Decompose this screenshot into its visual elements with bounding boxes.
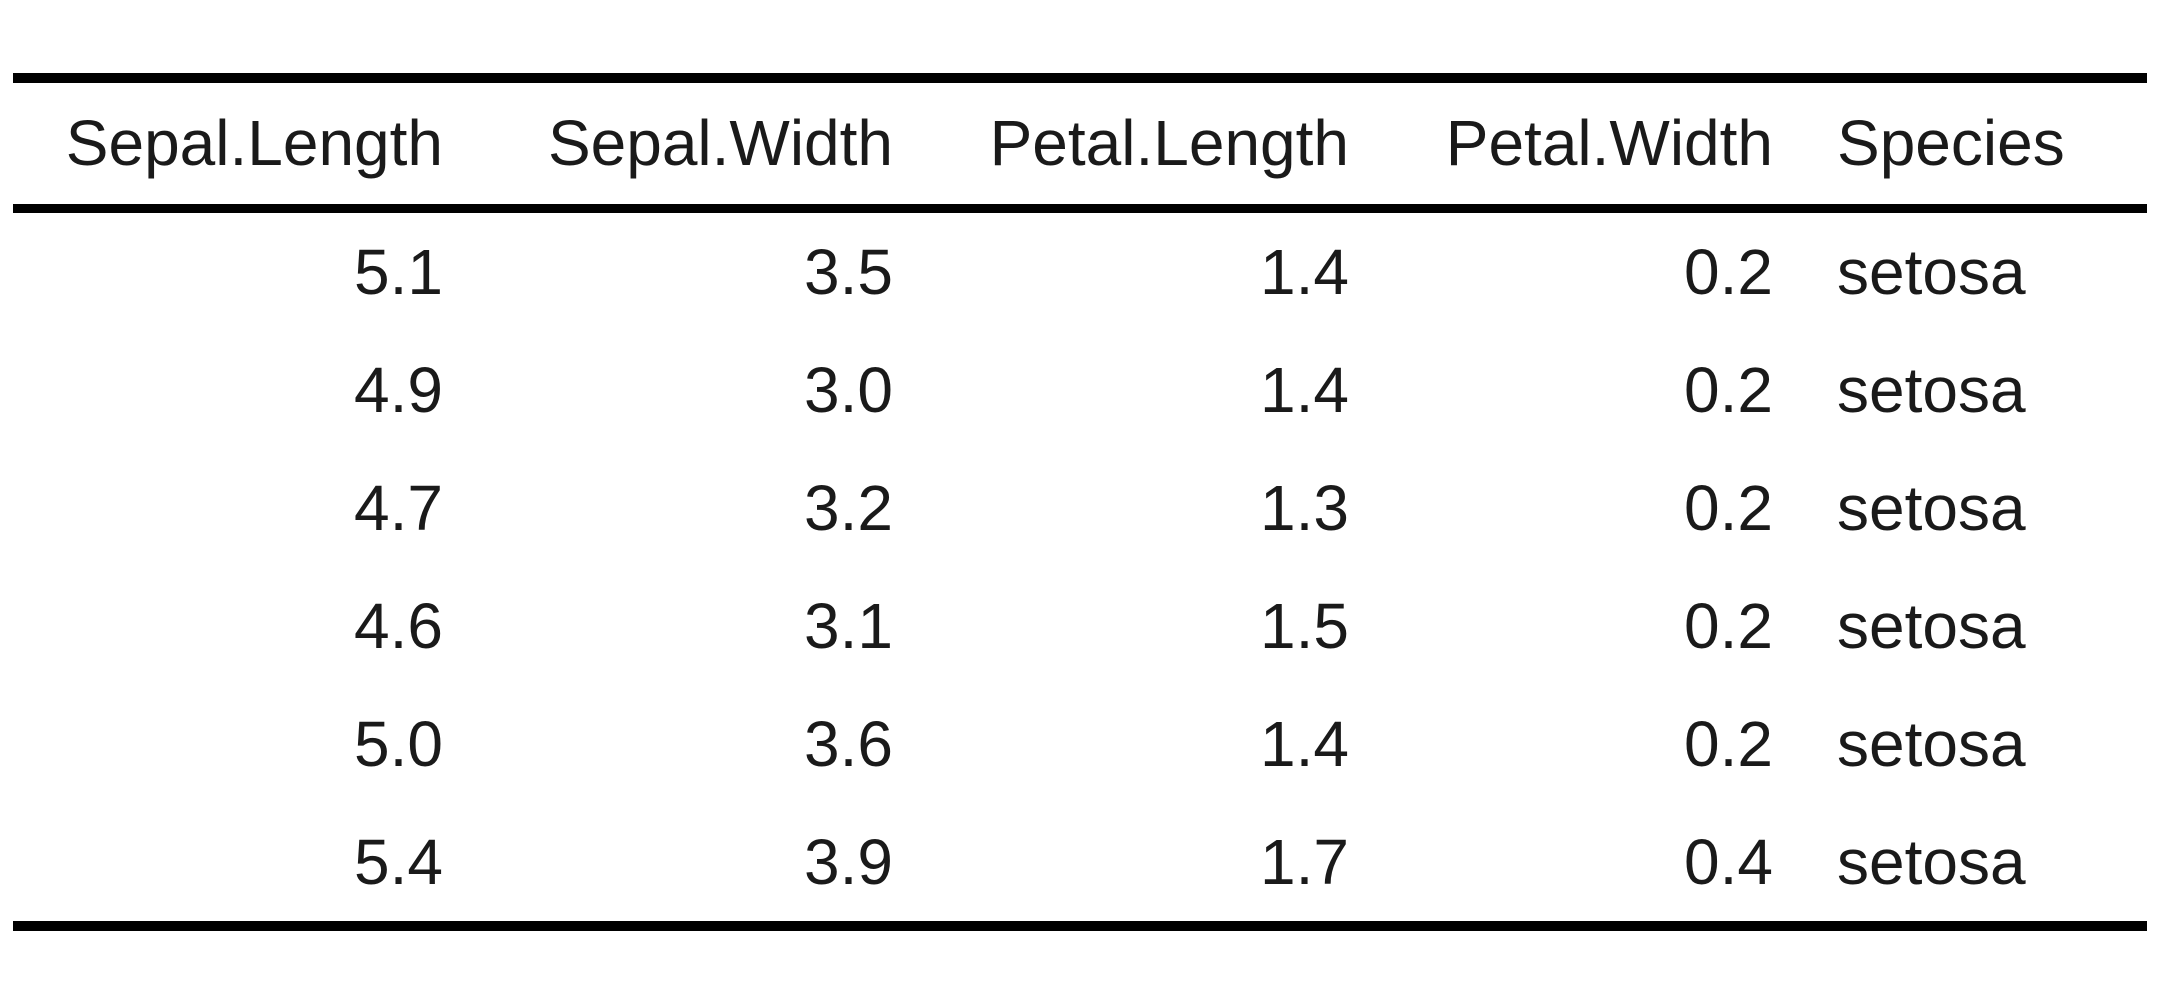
- table-row: 5.1 3.5 1.4 0.2 setosa: [13, 209, 2147, 332]
- cell-sepal-length: 4.7: [354, 472, 443, 544]
- table-row: 4.9 3.0 1.4 0.2 setosa: [13, 331, 2147, 449]
- column-header-species: Species: [1837, 107, 2065, 179]
- table-row: 4.7 3.2 1.3 0.2 setosa: [13, 449, 2147, 567]
- cell-petal-width: 0.2: [1684, 590, 1773, 662]
- cell-sepal-width: 3.6: [804, 708, 893, 780]
- cell-sepal-length: 4.6: [354, 590, 443, 662]
- cell-petal-length: 1.4: [1260, 354, 1349, 426]
- cell-species: setosa: [1837, 708, 2026, 780]
- cell-species: setosa: [1837, 354, 2026, 426]
- cell-petal-length: 1.3: [1260, 472, 1349, 544]
- column-header-sepal-width: Sepal.Width: [547, 107, 893, 179]
- column-header-sepal-length: Sepal.Length: [65, 107, 443, 179]
- cell-species: setosa: [1837, 236, 2026, 308]
- cell-sepal-length: 5.4: [354, 826, 443, 898]
- table-row: 4.6 3.1 1.5 0.2 setosa: [13, 567, 2147, 685]
- cell-petal-length: 1.5: [1260, 590, 1349, 662]
- header-row: Sepal.Length Sepal.Width Petal.Length Pe…: [13, 78, 2147, 209]
- cell-species: setosa: [1837, 826, 2026, 898]
- column-header-petal-width: Petal.Width: [1445, 107, 1773, 179]
- cell-petal-length: 1.7: [1260, 826, 1349, 898]
- cell-sepal-width: 3.1: [804, 590, 893, 662]
- cell-petal-length: 1.4: [1260, 236, 1349, 308]
- cell-sepal-width: 3.9: [804, 826, 893, 898]
- column-header-petal-length: Petal.Length: [989, 107, 1349, 179]
- cell-petal-width: 0.2: [1684, 472, 1773, 544]
- data-table-container: Sepal.Length Sepal.Width Petal.Length Pe…: [13, 73, 2147, 931]
- table-row: 5.4 3.9 1.7 0.4 setosa: [13, 803, 2147, 926]
- cell-petal-width: 0.2: [1684, 236, 1773, 308]
- table-body: 5.1 3.5 1.4 0.2 setosa 4.9 3.0 1.4 0.2 s…: [13, 209, 2147, 926]
- cell-sepal-length: 5.0: [354, 708, 443, 780]
- table-row: 5.0 3.6 1.4 0.2 setosa: [13, 685, 2147, 803]
- cell-sepal-width: 3.5: [804, 236, 893, 308]
- cell-petal-width: 0.2: [1684, 708, 1773, 780]
- cell-species: setosa: [1837, 590, 2026, 662]
- cell-sepal-length: 4.9: [354, 354, 443, 426]
- cell-petal-width: 0.4: [1684, 826, 1773, 898]
- table-header: Sepal.Length Sepal.Width Petal.Length Pe…: [13, 78, 2147, 209]
- iris-table: Sepal.Length Sepal.Width Petal.Length Pe…: [13, 73, 2147, 931]
- cell-sepal-length: 5.1: [354, 236, 443, 308]
- cell-species: setosa: [1837, 472, 2026, 544]
- cell-sepal-width: 3.0: [804, 354, 893, 426]
- cell-petal-width: 0.2: [1684, 354, 1773, 426]
- cell-petal-length: 1.4: [1260, 708, 1349, 780]
- cell-sepal-width: 3.2: [804, 472, 893, 544]
